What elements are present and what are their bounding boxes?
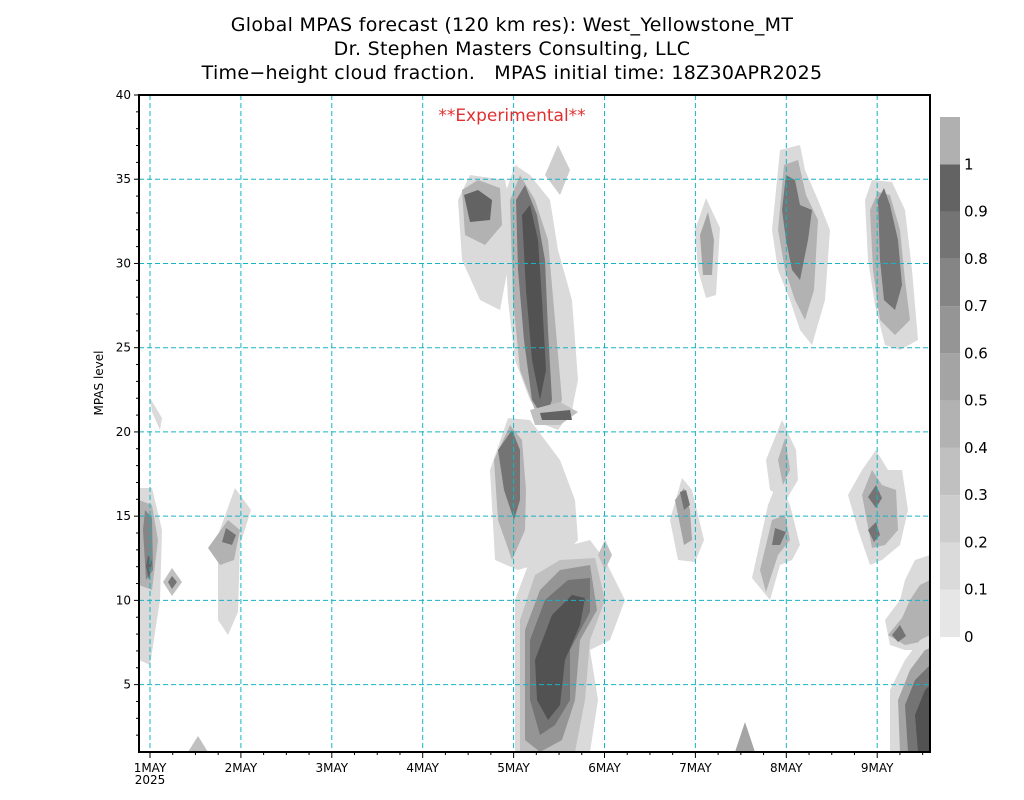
colorbar-label: 0 [964,628,974,646]
cloud-contour [868,485,882,508]
y-tick-label: 5 [123,678,131,692]
x-tick-label: 4MAY [406,761,439,775]
cloud-contour [782,175,812,280]
x-tick-label: 3MAY [315,761,348,775]
chart-title-line-2: Dr. Stephen Masters Consulting, LLC [333,38,691,60]
cloud-contour [540,410,572,420]
grid-lines [139,95,930,752]
cloud-contour [915,685,930,752]
x-tick-label: 5MAY [497,761,530,775]
cloud-contour [892,625,906,642]
colorbar-segment [940,306,960,354]
colorbar-label: 0.2 [964,533,988,551]
chart-title-line-1: Global MPAS forecast (120 km res): West_… [230,14,794,36]
x-year-label: 2025 [135,773,166,787]
cloud-contour [464,190,492,222]
y-tick-label: 25 [116,341,131,355]
colorbar-label: 0.5 [964,392,988,410]
colorbar-label: 0.8 [964,250,988,268]
cloud-contour [222,528,236,545]
colorbar-segment [940,117,960,165]
colorbar-label: 0.6 [964,344,988,362]
cloud-contour [188,736,208,752]
y-tick-label: 30 [116,256,131,270]
x-tick-label: 6MAY [588,761,621,775]
colorbar-segment [940,258,960,307]
colorbar-segment [940,447,960,496]
colorbar-label: 0.9 [964,203,988,221]
plot-frame [138,94,931,753]
cloud-contour [778,438,790,485]
x-tick-label: 8MAY [770,761,803,775]
colorbar-segment [940,164,960,212]
x-tick-label: 2MAY [225,761,258,775]
colorbar-label: 0.3 [964,486,988,504]
cloud-contour [168,576,177,589]
cloud-contour [772,528,786,545]
y-axis-label: MPAS level [92,351,106,416]
cloud-contour [150,398,162,430]
colorbar: 0 0.1 0.2 0.3 0.4 0.5 0.6 0.7 0.8 0.9 1 [940,117,988,646]
colorbar-segment [940,211,960,259]
colorbar-label: 0.7 [964,297,988,315]
cloud-contour [535,595,585,720]
cloud-contour [545,145,570,195]
colorbar-label: 1 [964,155,974,173]
cloud-fraction-contours [139,145,930,752]
colorbar-segment [940,400,960,448]
colorbar-segment [940,589,960,637]
experimental-label: **Experimental** [438,106,585,126]
y-tick-label: 40 [116,88,131,102]
cloud-contour [735,722,755,752]
y-tick-label: 20 [116,425,131,439]
cloud-contour [700,212,714,275]
chart-title-line-3: Time−height cloud fraction. MPAS initial… [201,62,823,84]
x-tick-label: 1MAY [134,761,167,775]
cloud-contour [878,188,902,310]
y-tick-label: 35 [116,172,131,186]
x-tick-label: 9MAY [861,761,894,775]
colorbar-segment [940,542,960,590]
colorbar-label: 0.1 [964,581,988,599]
cloud-contour [498,430,520,520]
x-tick-label: 7MAY [679,761,712,775]
cloud-contour [680,490,690,510]
cloud-contour [522,205,546,400]
y-tick-label: 15 [116,509,131,523]
colorbar-segment [940,495,960,543]
colorbar-segment [940,353,960,401]
colorbar-label: 0.4 [964,439,988,457]
y-tick-label: 10 [116,593,131,607]
